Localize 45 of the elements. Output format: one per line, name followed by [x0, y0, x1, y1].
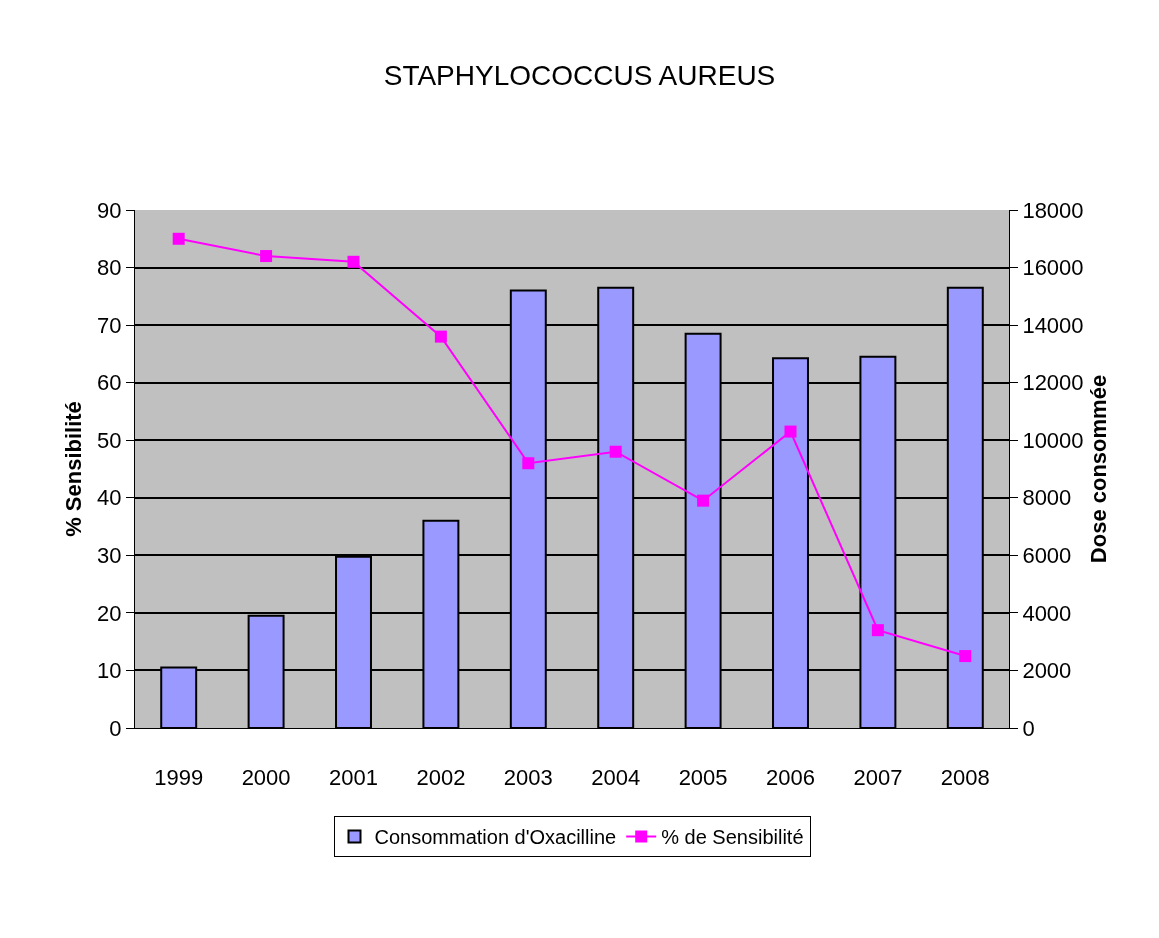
y2-tick-label: 2000 — [1022, 658, 1072, 684]
x-tick-label: 2001 — [329, 765, 378, 791]
y-tick-label: 0 — [109, 715, 122, 741]
y-tick-label: 10 — [97, 658, 122, 684]
y2-tick-label: 16000 — [1022, 255, 1084, 281]
y-tick-label: 70 — [97, 312, 122, 338]
x-tick-label: 2000 — [241, 765, 291, 791]
x-tick-label: 2003 — [503, 765, 553, 791]
chart-title: STAPHYLOCOCCUS AUREUS — [383, 60, 776, 92]
x-tick-label: 1999 — [154, 765, 204, 791]
point — [609, 445, 622, 458]
y2-tick-label: 10000 — [1022, 427, 1084, 453]
y2-tick-label: 12000 — [1022, 370, 1084, 396]
y-tick-label: 30 — [97, 543, 122, 569]
y-tick-label: 20 — [97, 600, 122, 626]
y-tick-label: 60 — [97, 370, 122, 396]
point — [260, 250, 273, 263]
point — [697, 494, 710, 507]
y2-tick-label: 14000 — [1022, 312, 1084, 338]
point — [784, 425, 797, 438]
y2-tick-label: 6000 — [1022, 543, 1072, 569]
y-tick-label: 80 — [97, 255, 122, 281]
legend-label: % de Sensibilité — [661, 826, 804, 849]
point — [347, 255, 360, 268]
x-tick-label: 2004 — [591, 765, 641, 791]
x-tick-label: 2006 — [766, 765, 815, 791]
point — [871, 624, 884, 637]
x-tick-label: 2005 — [678, 765, 728, 791]
y2-tick-label: 4000 — [1022, 600, 1072, 626]
x-tick-label: 2002 — [416, 765, 466, 791]
x-tick-label: 2008 — [940, 765, 990, 791]
y-axis-title: % Sensibilité — [61, 401, 86, 537]
y2-tick-label: 18000 — [1022, 197, 1084, 223]
point — [434, 330, 447, 343]
y2-tick-label: 0 — [1022, 715, 1035, 741]
legend-label: Consommation d'Oxacilline — [374, 826, 617, 849]
y2-axis-title: Dose consommée — [1085, 374, 1111, 564]
point — [172, 232, 185, 245]
point — [959, 650, 972, 663]
y-tick-label: 50 — [97, 427, 122, 453]
y2-tick-label: 8000 — [1022, 485, 1072, 511]
y-tick-label: 40 — [97, 485, 122, 511]
y-tick-label: 90 — [97, 197, 122, 223]
x-tick-label: 2007 — [853, 765, 903, 791]
point — [522, 457, 535, 470]
